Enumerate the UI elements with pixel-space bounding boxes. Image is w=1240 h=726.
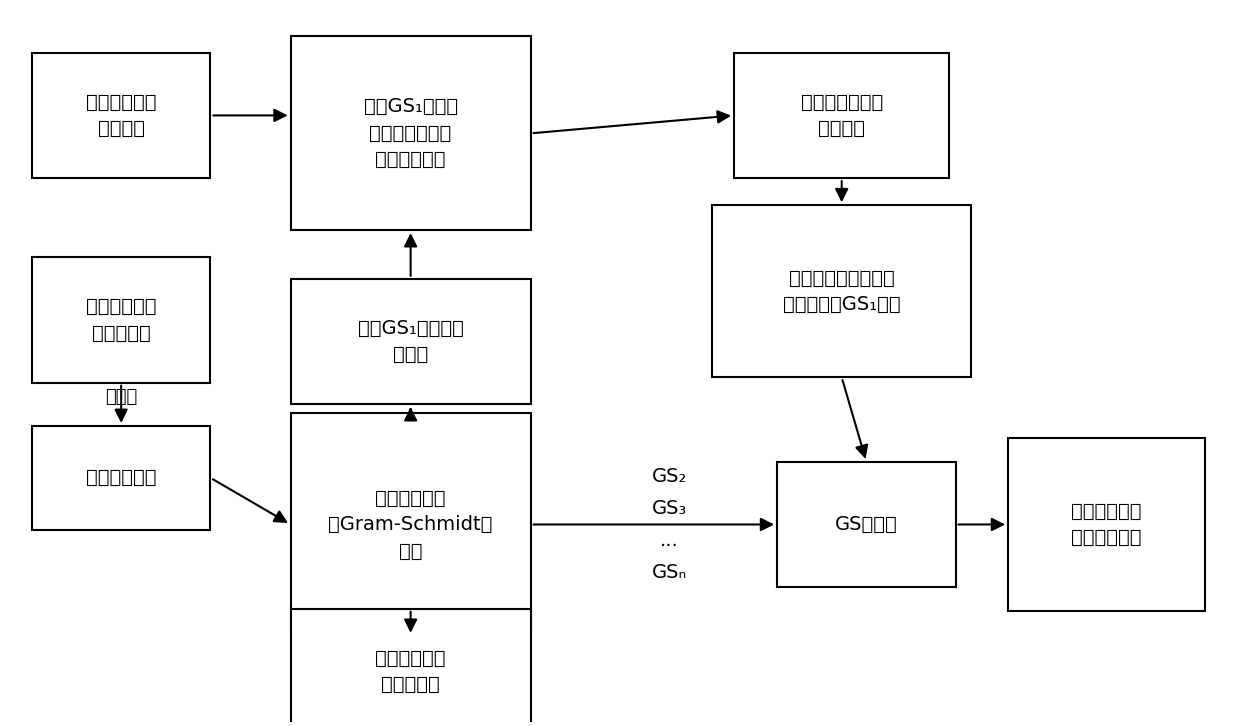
Text: 优化后高分辨率
全色影像: 优化后高分辨率 全色影像 <box>801 93 883 138</box>
Text: 原始低分辨率
多光谱影像: 原始低分辨率 多光谱影像 <box>376 649 446 694</box>
Text: GS₃: GS₃ <box>652 499 687 518</box>
Text: 施密特正交化
（Gram-Schmidt）
变换: 施密特正交化 （Gram-Schmidt） 变换 <box>329 489 492 560</box>
Bar <box>32 425 211 530</box>
Bar <box>32 257 211 383</box>
Text: 重采样: 重采样 <box>105 388 138 406</box>
Bar <box>290 36 531 230</box>
Bar <box>712 205 971 378</box>
Bar <box>32 52 211 178</box>
Text: 原始高分辨率
全色影像: 原始高分辨率 全色影像 <box>86 93 156 138</box>
Bar <box>734 52 950 178</box>
Text: GS₂: GS₂ <box>651 467 687 486</box>
Text: ...: ... <box>660 531 678 550</box>
Text: 融合后高分辨
率多光谱影像: 融合后高分辨 率多光谱影像 <box>1071 502 1142 547</box>
Text: 原始低分辨率
多光谱影像: 原始低分辨率 多光谱影像 <box>86 297 156 343</box>
Text: 依据GS₁修改高
分辨全色影像的
均值、标准差: 依据GS₁修改高 分辨全色影像的 均值、标准差 <box>363 97 458 169</box>
Bar <box>777 462 956 587</box>
Text: 将优化后全色影像的
单波段替换GS₁分量: 将优化后全色影像的 单波段替换GS₁分量 <box>782 269 900 314</box>
Bar <box>290 609 531 726</box>
Text: GS逆变换: GS逆变换 <box>835 515 898 534</box>
Text: 模拟全色影像: 模拟全色影像 <box>86 468 156 487</box>
Bar <box>1008 439 1205 611</box>
Bar <box>290 413 531 636</box>
Bar <box>290 279 531 404</box>
Text: GSₙ: GSₙ <box>651 563 687 582</box>
Text: 计算GS₁的均值和
标准差: 计算GS₁的均值和 标准差 <box>357 319 464 364</box>
